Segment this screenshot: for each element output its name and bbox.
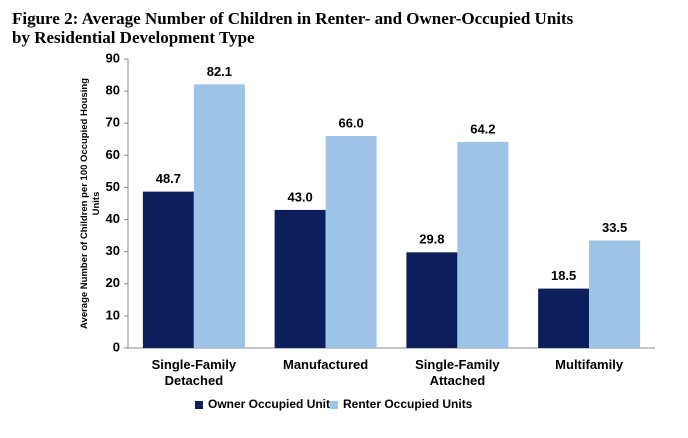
bar xyxy=(325,136,377,348)
x-tick-label: Single-Family Attached xyxy=(415,357,500,388)
y-tick-label: 20 xyxy=(106,275,120,290)
legend-swatch xyxy=(195,401,203,409)
legend-label: Owner Occupied Units xyxy=(208,397,337,411)
y-axis-label-line: Units xyxy=(91,192,102,216)
y-tick-label: 40 xyxy=(106,211,120,226)
bar xyxy=(589,240,641,348)
legend-label: Renter Occupied Units xyxy=(343,397,473,411)
y-tick-label: 60 xyxy=(106,147,120,162)
y-tick-label: 80 xyxy=(106,83,120,98)
legend-swatch xyxy=(330,401,338,409)
data-label: 66.0 xyxy=(338,116,363,131)
data-label: 33.5 xyxy=(602,220,627,235)
chart-title: by Residential Development Type xyxy=(12,28,255,47)
bar xyxy=(142,191,194,348)
data-label: 18.5 xyxy=(551,268,576,283)
bar xyxy=(406,252,458,348)
chart-title: Figure 2: Average Number of Children in … xyxy=(12,9,574,28)
bar xyxy=(538,288,590,348)
data-label: 48.7 xyxy=(156,171,181,186)
bar xyxy=(274,209,326,348)
y-tick-label: 0 xyxy=(113,339,120,354)
y-tick-label: 10 xyxy=(106,307,120,322)
y-axis-label: Average Number of Children per 100 Occup… xyxy=(79,78,102,329)
y-tick-label: 30 xyxy=(106,243,120,258)
y-tick-label: 90 xyxy=(106,50,120,65)
y-axis-label-line: Average Number of Children per 100 Occup… xyxy=(79,78,90,329)
data-label: 43.0 xyxy=(287,189,312,204)
data-label: 82.1 xyxy=(207,64,232,79)
x-tick-label: Manufactured xyxy=(283,357,369,372)
data-label: 29.8 xyxy=(419,232,444,247)
x-tick-label: Multifamily xyxy=(555,357,624,372)
x-tick-label: Single-Family Detached xyxy=(151,357,237,388)
data-label: 64.2 xyxy=(470,121,495,136)
y-tick-label: 50 xyxy=(106,179,120,194)
y-tick-label: 70 xyxy=(106,115,120,130)
bar xyxy=(457,141,509,348)
bar xyxy=(193,84,245,349)
